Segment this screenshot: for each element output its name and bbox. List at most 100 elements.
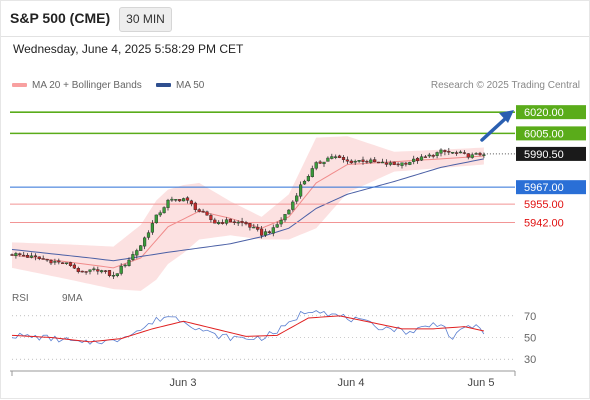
candle-body	[240, 221, 244, 224]
bollinger-swatch	[12, 83, 27, 88]
candle-body	[427, 154, 431, 157]
candle-body	[256, 227, 260, 230]
candle-body	[189, 200, 193, 205]
candle-body	[287, 209, 291, 215]
ma50-line	[11, 158, 484, 262]
x-tick-label: Jun 3	[170, 377, 197, 389]
candle-body	[443, 150, 447, 153]
candle-body	[158, 212, 162, 216]
bollinger-legend-label: MA 20 + Bollinger Bands	[32, 80, 142, 91]
candle-body	[170, 198, 174, 201]
candle-body	[318, 161, 322, 164]
candle-body	[236, 221, 240, 224]
candle-body	[131, 254, 135, 260]
candle-body	[435, 152, 439, 156]
level-label-bg-6020.00	[516, 105, 586, 120]
ma50-legend-label: MA 50	[176, 80, 205, 91]
candle-body	[76, 268, 80, 272]
candle-body	[470, 154, 474, 158]
legend-ma50: MA 50	[156, 80, 204, 91]
candle-body	[260, 228, 264, 236]
candle-body	[326, 157, 330, 162]
candle-body	[369, 159, 373, 163]
candle-body	[271, 227, 275, 234]
candle-body	[205, 211, 209, 216]
top-bar: S&P 500 (CME) 30 MIN	[0, 0, 590, 37]
candle-body	[419, 156, 424, 161]
legend-rsi: RSI	[12, 293, 29, 304]
candle-body	[267, 231, 271, 234]
legend-rsi-ma: 9MA	[62, 293, 83, 304]
candle-body	[377, 161, 381, 164]
candle-body	[248, 223, 252, 228]
candle-body	[458, 151, 463, 154]
candle-body	[380, 161, 385, 164]
candle-body	[57, 260, 61, 263]
candle-body	[322, 161, 326, 165]
candle-body	[18, 253, 22, 256]
candle-body	[408, 162, 412, 165]
candle-body	[123, 264, 127, 267]
candle-body	[115, 273, 119, 277]
candle-body	[162, 207, 166, 214]
candle-body	[455, 152, 459, 154]
candle-body	[232, 221, 236, 223]
candle-body	[400, 162, 404, 166]
candle-body	[330, 156, 334, 159]
x-tick-label: Jun 4	[338, 377, 365, 389]
candle-body	[228, 218, 232, 223]
candle-body	[439, 149, 443, 154]
ma50-swatch	[156, 83, 171, 88]
candle-body	[462, 152, 466, 154]
candle-body	[423, 156, 427, 158]
candle-body	[14, 253, 18, 256]
candle-body	[466, 153, 470, 158]
candle-body	[357, 160, 361, 162]
candle-body	[88, 269, 92, 272]
candle-body	[64, 262, 69, 264]
candle-body	[314, 162, 318, 169]
candle-body	[84, 271, 88, 273]
candle-body	[142, 237, 147, 247]
candle-body	[213, 219, 217, 224]
candle-body	[365, 160, 369, 163]
level-label-bg-5967.00	[516, 180, 586, 195]
candle-body	[37, 256, 41, 259]
timeframe-button[interactable]: 30 MIN	[119, 7, 172, 32]
candle-body	[209, 215, 213, 221]
candle-body	[185, 197, 190, 201]
candle-body	[107, 270, 112, 276]
candle-body	[135, 250, 139, 256]
candle-body	[361, 159, 365, 162]
level-label-5942.00: 5942.00	[524, 218, 564, 230]
candle-body	[404, 162, 408, 165]
rsi-legend-label: RSI	[12, 293, 29, 304]
candle-body	[33, 255, 37, 258]
candle-body	[310, 168, 314, 177]
candle-body	[263, 231, 268, 236]
candle-body	[302, 180, 307, 185]
candle-body	[447, 151, 451, 153]
candle-body	[416, 157, 420, 162]
research-credit: Research © 2025 Trading Central	[430, 80, 580, 91]
candle-body	[45, 258, 49, 261]
candle-body	[49, 260, 53, 264]
forecast-arrow-head	[499, 110, 514, 123]
candle-body	[482, 154, 486, 156]
candle-body	[396, 163, 400, 166]
x-tick-label: Jun 5	[468, 377, 495, 389]
rsi-ma-legend-label: 9MA	[62, 293, 83, 304]
candle-body	[26, 255, 30, 258]
candle-body	[29, 255, 34, 258]
level-label-5990.50: 5990.50	[524, 149, 564, 161]
level-label-5955.00: 5955.00	[524, 199, 564, 211]
rsi-tick-label: 50	[524, 333, 536, 345]
candle-body	[80, 270, 84, 273]
candle-body	[139, 245, 143, 251]
candle-body	[193, 202, 197, 210]
forecast-arrow	[480, 116, 508, 142]
candle-body	[291, 201, 295, 210]
candle-body	[283, 214, 287, 221]
candle-body	[306, 176, 310, 182]
rsi-tick-label: 30	[524, 354, 536, 366]
